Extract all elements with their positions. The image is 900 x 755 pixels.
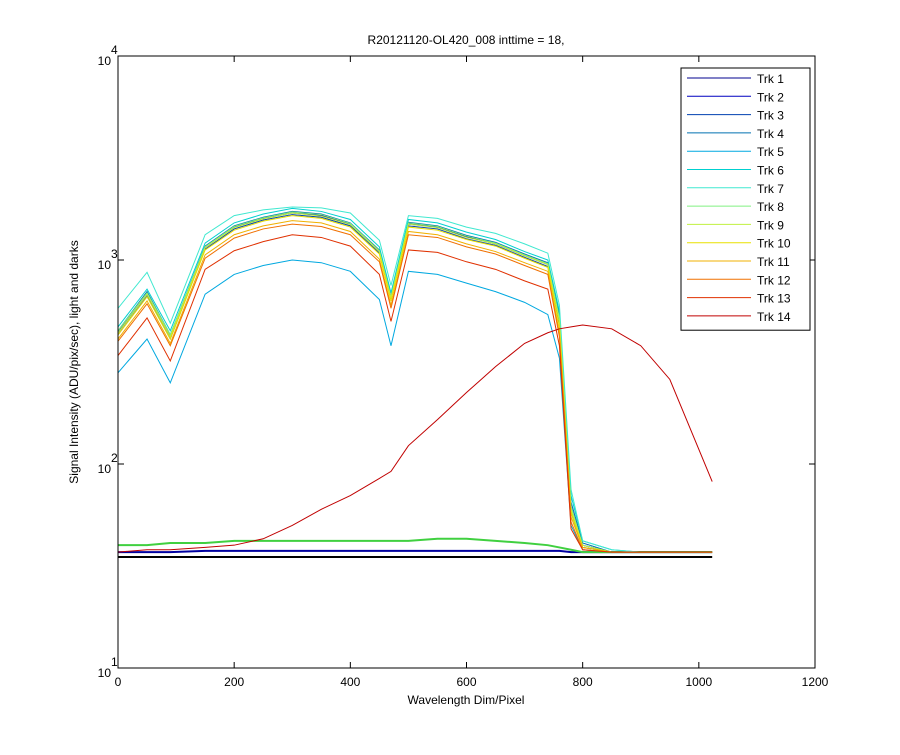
x-tick-label: 1000 — [685, 675, 712, 689]
x-tick-label: 0 — [115, 675, 122, 689]
legend-label: Trk 8 — [757, 200, 784, 214]
series-line — [117, 212, 713, 553]
y-axis-label: Signal Intensity (ADU/pix/sec), light an… — [67, 240, 81, 483]
x-tick-label: 1200 — [802, 675, 829, 689]
y-tick-exponent: 3 — [111, 247, 118, 261]
legend-label: Trk 3 — [757, 109, 784, 123]
series-line — [118, 537, 713, 554]
y-tick-label: 10 — [98, 666, 112, 680]
y-tick-exponent: 1 — [111, 655, 118, 669]
x-tick-label: 600 — [456, 675, 476, 689]
chart-title: R20121120-OL420_008 inttime = 18, — [368, 33, 565, 47]
x-tick-label: 200 — [224, 675, 244, 689]
y-tick-label: 10 — [98, 258, 112, 272]
legend-label: Trk 13 — [757, 292, 791, 306]
legend-box — [680, 67, 811, 331]
legend-label: Trk 1 — [757, 72, 784, 86]
legend-label: Trk 14 — [757, 310, 791, 324]
y-tick-label: 10 — [98, 462, 112, 476]
series-line — [117, 324, 713, 553]
legend-label: Trk 7 — [757, 182, 784, 196]
plot-area — [117, 206, 713, 559]
series-line — [117, 210, 713, 553]
legend-label: Trk 4 — [757, 127, 784, 141]
series-line — [117, 206, 713, 553]
x-axis-label: Wavelength Dim/Pixel — [408, 693, 525, 707]
y-tick-exponent: 2 — [111, 451, 118, 465]
x-tick-label: 400 — [340, 675, 360, 689]
legend-label: Trk 6 — [757, 164, 784, 178]
legend-label: Trk 10 — [757, 237, 791, 251]
series-line — [117, 234, 713, 553]
y-tick-exponent: 4 — [111, 43, 118, 57]
y-tick-label: 10 — [98, 54, 112, 68]
legend-label: Trk 2 — [757, 90, 784, 104]
legend-label: Trk 11 — [757, 255, 790, 269]
legend-label: Trk 9 — [757, 218, 784, 232]
legend-label: Trk 12 — [757, 273, 791, 287]
series-line — [117, 220, 713, 553]
legend-label: Trk 5 — [757, 145, 784, 159]
x-tick-label: 800 — [573, 675, 593, 689]
